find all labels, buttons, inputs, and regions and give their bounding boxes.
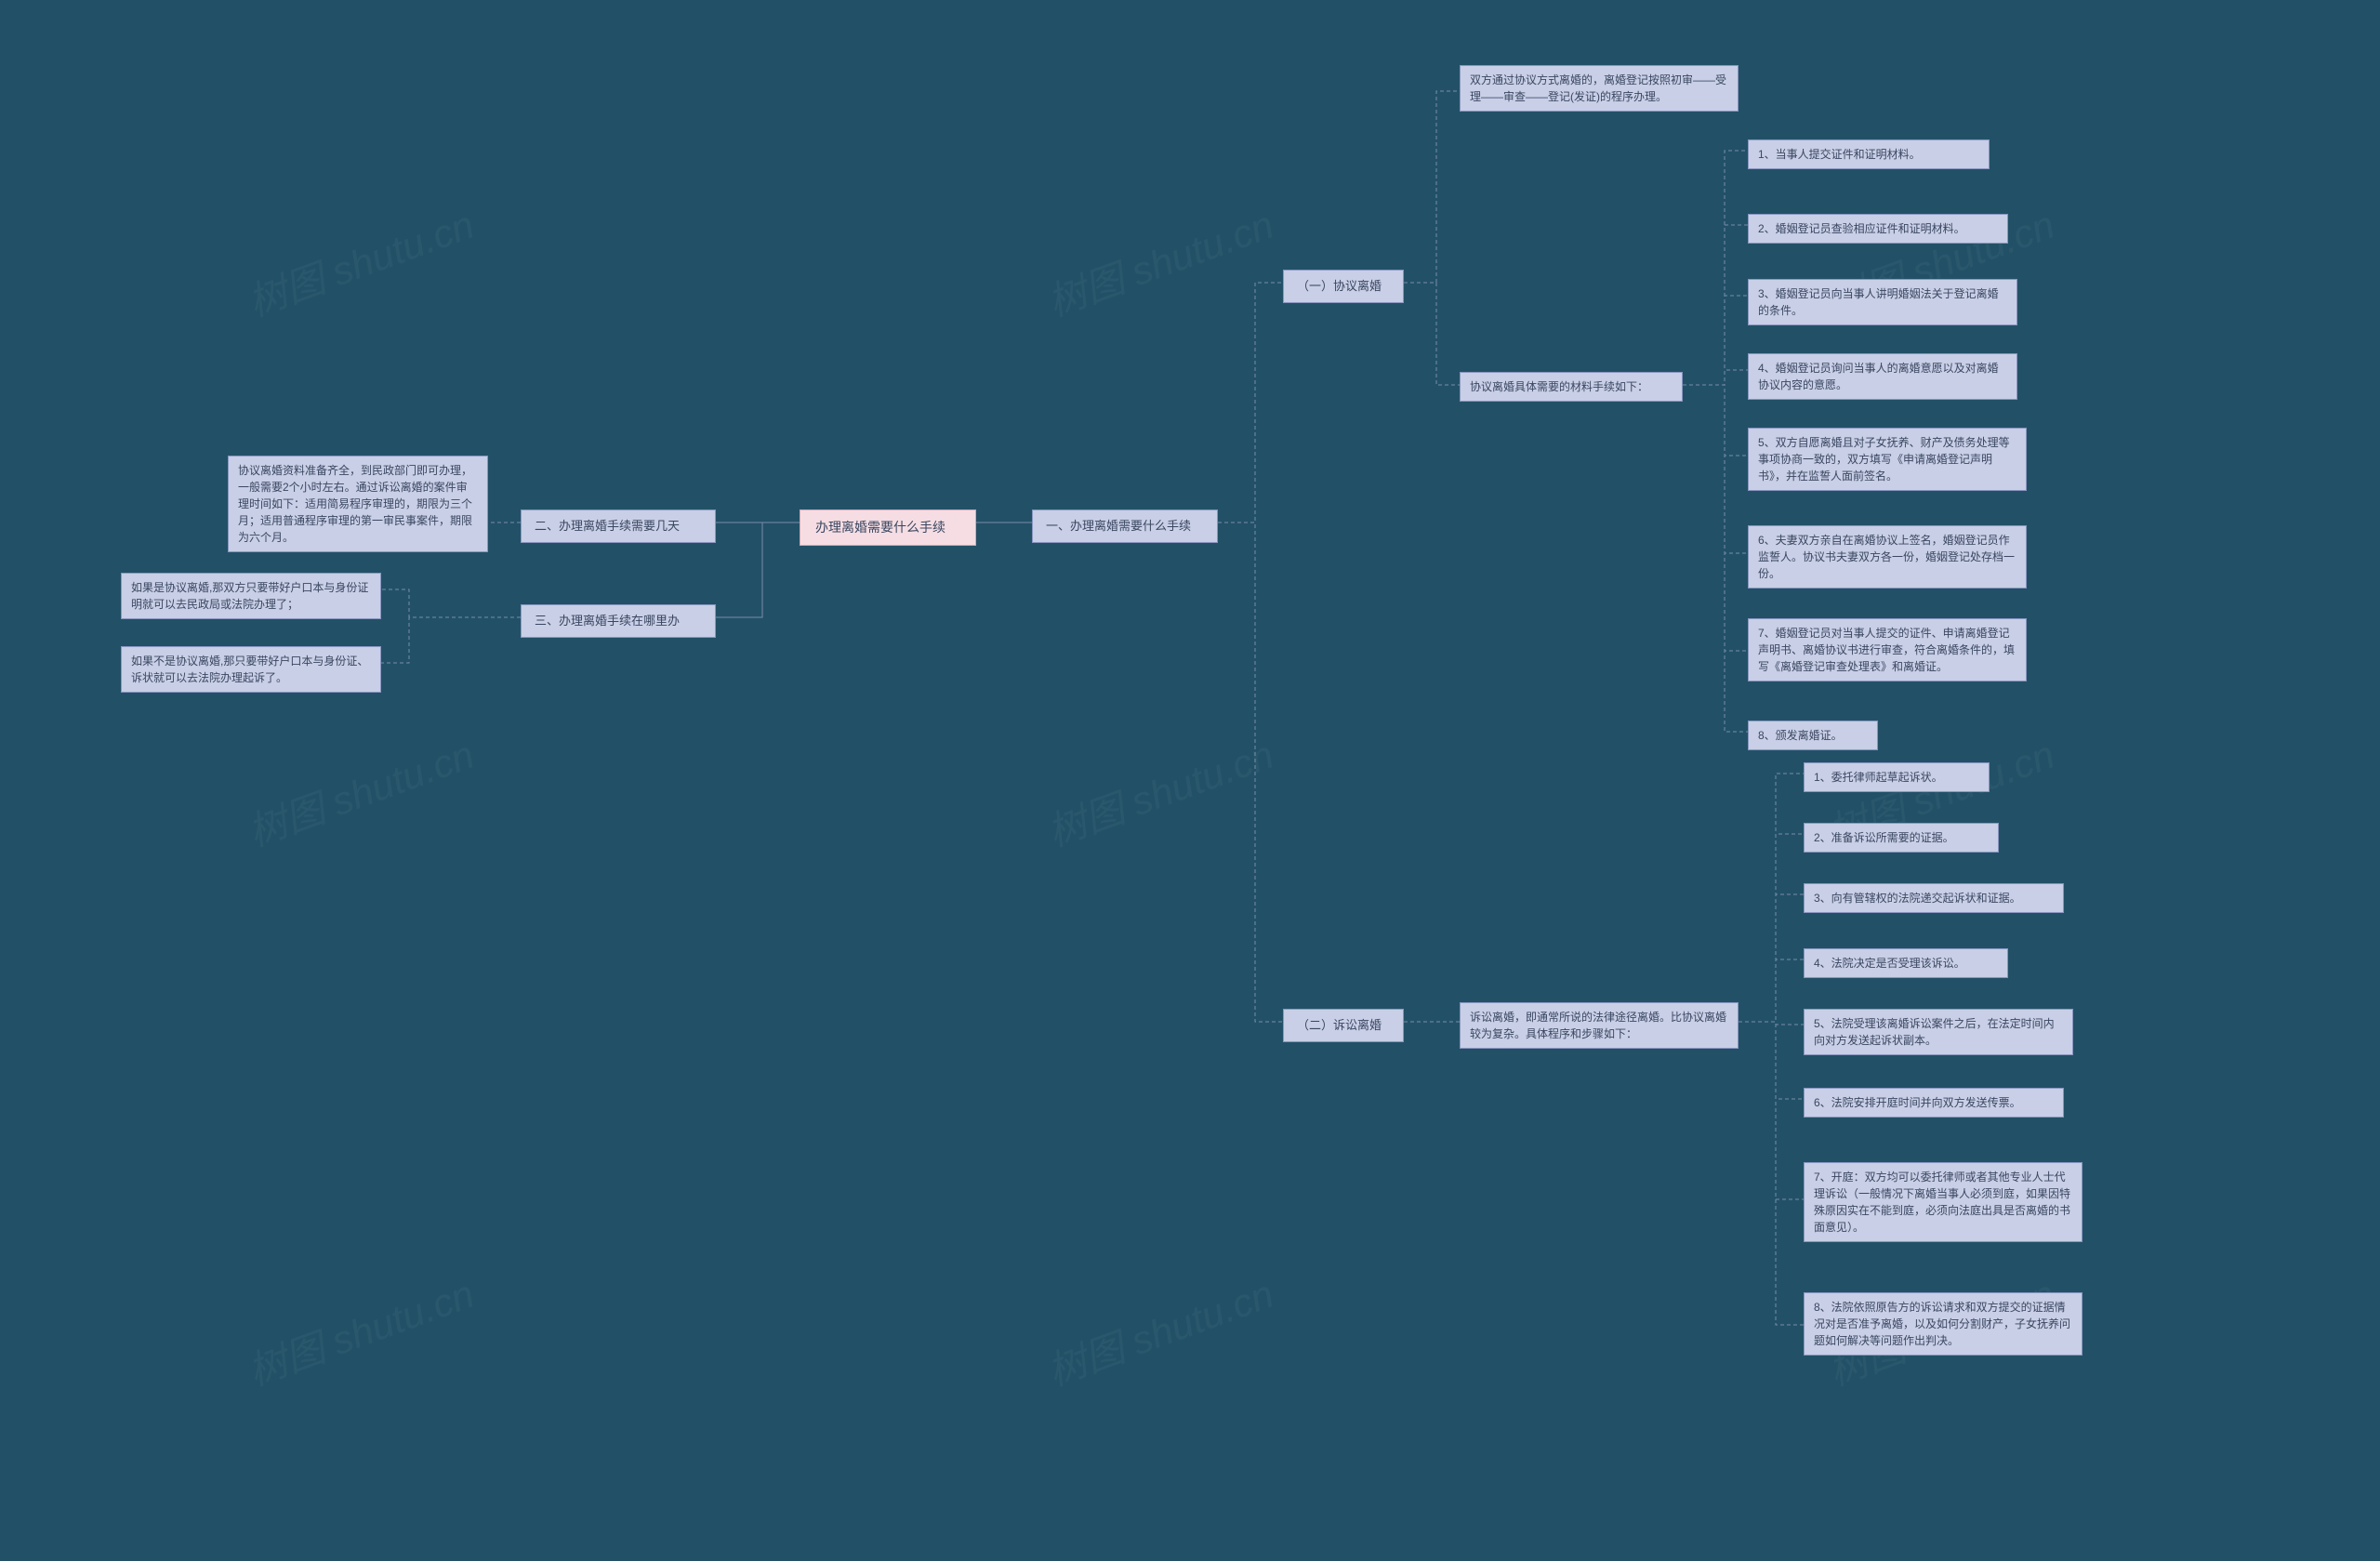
watermark: 树图 shutu.cn [239,723,481,857]
section-1-a-step-4: 4、婚姻登记员询问当事人的离婚意愿以及对离婚协议内容的意愿。 [1748,353,2017,400]
section-2[interactable]: 二、办理离婚手续需要几天 [521,509,716,543]
watermark: 树图 shutu.cn [239,193,481,327]
section-1[interactable]: 一、办理离婚需要什么手续 [1032,509,1218,543]
section-1-a-step-6: 6、夫妻双方亲自在离婚协议上签名，婚姻登记员作监誓人。协议书夫妻双方各一份，婚姻… [1748,525,2027,589]
watermark: 树图 shutu.cn [239,1263,481,1396]
root-node[interactable]: 办理离婚需要什么手续 [800,509,976,546]
section-3-item-1: 如果是协议离婚,那双方只要带好户口本与身份证明就可以去民政局或法院办理了； [121,573,381,619]
section-1-a-step-3: 3、婚姻登记员向当事人讲明婚姻法关于登记离婚的条件。 [1748,279,2017,325]
watermark: 树图 shutu.cn [1038,723,1280,857]
watermark: 树图 shutu.cn [1038,193,1280,327]
watermark: 树图 shutu.cn [1038,1263,1280,1396]
section-1-b-step-8: 8、法院依照原告方的诉讼请求和双方提交的证据情况对是否准予离婚，以及如何分割财产… [1804,1292,2082,1356]
section-1-a[interactable]: （一）协议离婚 [1283,270,1404,303]
section-1-a-step-8: 8、颁发离婚证。 [1748,721,1878,750]
section-1-b-step-1: 1、委托律师起草起诉状。 [1804,762,1990,792]
section-1-a-step-2: 2、婚姻登记员查验相应证件和证明材料。 [1748,214,2008,244]
section-1-b-step-5: 5、法院受理该离婚诉讼案件之后，在法定时间内向对方发送起诉状副本。 [1804,1009,2073,1055]
section-1-a-step-5: 5、双方自愿离婚且对子女抚养、财产及债务处理等事项协商一致的，双方填写《申请离婚… [1748,428,2027,491]
section-3[interactable]: 三、办理离婚手续在哪里办 [521,604,716,638]
section-1-b-step-3: 3、向有管辖权的法院递交起诉状和证据。 [1804,883,2064,913]
section-1-a-step-1: 1、当事人提交证件和证明材料。 [1748,139,1990,169]
section-1-b-step-2: 2、准备诉讼所需要的证据。 [1804,823,1999,853]
section-1-a-header: 协议离婚具体需要的材料手续如下： [1460,372,1683,402]
section-1-b-desc: 诉讼离婚，即通常所说的法律途径离婚。比协议离婚较为复杂。具体程序和步骤如下： [1460,1002,1739,1049]
section-3-item-2: 如果不是协议离婚,那只要带好户口本与身份证、诉状就可以去法院办理起诉了。 [121,646,381,693]
section-1-b[interactable]: （二）诉讼离婚 [1283,1009,1404,1042]
section-1-b-step-6: 6、法院安排开庭时间并向双方发送传票。 [1804,1088,2064,1118]
section-1-a-desc: 双方通过协议方式离婚的，离婚登记按照初审——受理——审查——登记(发证)的程序办… [1460,65,1739,112]
section-1-b-step-7: 7、开庭：双方均可以委托律师或者其他专业人士代理诉讼（一般情况下离婚当事人必须到… [1804,1162,2082,1242]
section-1-b-step-4: 4、法院决定是否受理该诉讼。 [1804,948,2008,978]
section-1-a-step-7: 7、婚姻登记员对当事人提交的证件、申请离婚登记声明书、离婚协议书进行审查，符合离… [1748,618,2027,681]
section-2-desc: 协议离婚资料准备齐全，到民政部门即可办理，一般需要2个小时左右。通过诉讼离婚的案… [228,456,488,552]
